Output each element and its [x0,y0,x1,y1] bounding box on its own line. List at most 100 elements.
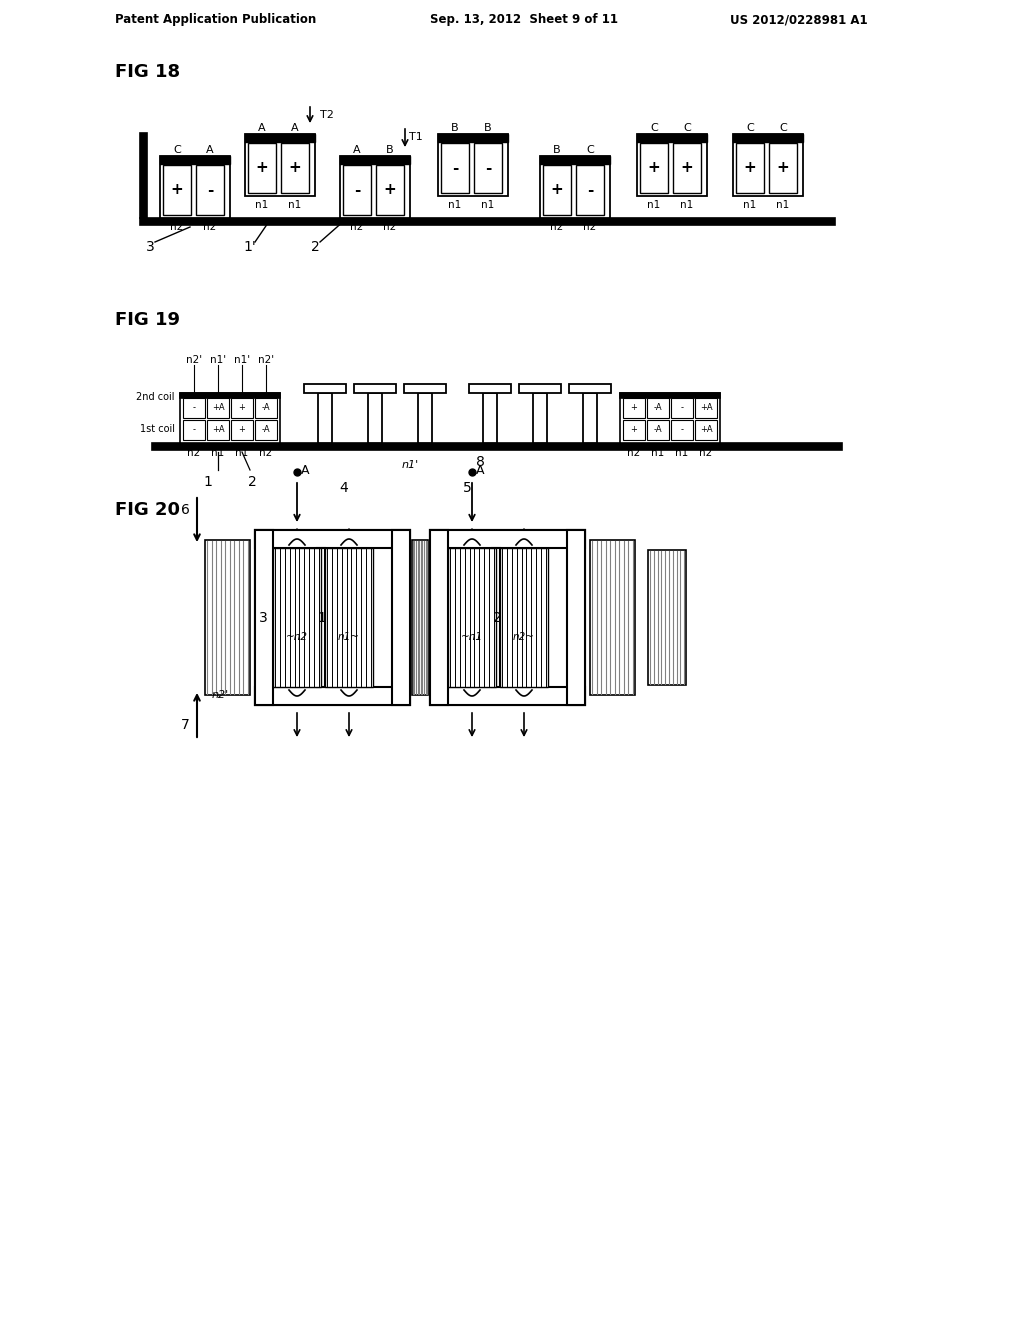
Bar [567,531,585,705]
Text: n1: n1 [289,201,302,210]
Bar [325,548,373,686]
Bar [248,143,276,193]
Text: B: B [553,145,561,154]
Bar [140,133,147,218]
Bar [368,393,382,444]
Bar [590,540,635,696]
Text: +: + [289,161,301,176]
Text: 2: 2 [248,475,256,488]
Text: +A: +A [699,425,713,434]
Bar [255,420,278,440]
Text: +: + [631,425,637,434]
Text: +A: +A [699,404,713,412]
Bar [343,165,371,215]
Text: C: C [779,123,786,133]
Bar [671,420,693,440]
Text: C: C [650,123,657,133]
Text: -: - [193,425,196,434]
Text: n1: n1 [255,201,268,210]
Text: 3: 3 [145,240,155,253]
Bar [430,531,585,705]
Text: n2: n2 [550,222,563,232]
Bar [647,399,669,418]
Bar [354,384,396,393]
Text: -A: -A [653,404,663,412]
Text: +: + [631,404,637,412]
Text: Sep. 13, 2012  Sheet 9 of 11: Sep. 13, 2012 Sheet 9 of 11 [430,13,618,26]
Bar [733,135,803,195]
Text: +A: +A [212,425,224,434]
Text: n1~: n1~ [338,632,360,643]
Text: 6: 6 [180,503,189,517]
Bar [640,143,668,193]
Text: A: A [291,123,299,133]
Bar [255,531,410,705]
Bar [245,135,315,143]
Text: -: - [452,161,458,176]
Text: +: + [256,161,268,176]
Text: 1st coil: 1st coil [140,424,175,434]
Text: n2: n2 [699,447,713,458]
Text: -: - [484,161,492,176]
Text: n2: n2 [259,447,272,458]
Text: T2: T2 [319,110,334,120]
Text: -: - [207,182,213,198]
Bar [647,420,669,440]
Bar [304,384,346,393]
Text: 1': 1' [244,240,256,253]
Text: n1: n1 [680,201,693,210]
Bar [540,156,610,218]
Text: n1: n1 [776,201,790,210]
Bar [492,548,500,686]
Text: B: B [452,123,459,133]
Bar [430,531,585,548]
Text: FIG 19: FIG 19 [115,312,180,329]
Bar [736,143,764,193]
Bar [623,399,645,418]
Text: +: + [647,161,660,176]
Text: A: A [206,145,214,154]
Bar [695,399,717,418]
Bar [140,218,835,224]
Bar [438,135,508,195]
Bar [620,393,720,444]
Text: C: C [683,123,691,133]
Text: +: + [776,161,790,176]
Bar [449,548,496,686]
Bar [438,135,508,143]
Text: C: C [746,123,754,133]
Bar [160,156,230,218]
Text: n1: n1 [449,201,462,210]
Text: n2': n2' [186,355,202,366]
Bar [769,143,797,193]
Bar [620,393,720,399]
Bar [583,393,597,444]
Text: C: C [173,145,181,154]
Text: n2: n2 [204,222,217,232]
Bar [540,156,610,164]
Text: A: A [301,463,309,477]
Text: +: + [551,182,563,198]
Text: n2: n2 [628,447,641,458]
Text: n1: n1 [743,201,757,210]
Bar [340,156,410,164]
Text: A: A [476,463,484,477]
Text: n1: n1 [211,447,224,458]
Text: -: - [681,404,683,412]
Text: n1: n1 [651,447,665,458]
Bar [500,548,548,686]
Bar [695,420,717,440]
Bar [519,384,561,393]
Bar [205,540,250,696]
Text: n2: n2 [170,222,183,232]
Bar [207,399,229,418]
Bar [404,384,446,393]
Bar [474,143,502,193]
Bar [207,420,229,440]
Text: -: - [354,182,360,198]
Bar [733,135,803,143]
Bar [575,165,604,215]
Bar [418,393,432,444]
Text: n2': n2' [258,355,274,366]
Text: FIG 20: FIG 20 [115,502,180,519]
